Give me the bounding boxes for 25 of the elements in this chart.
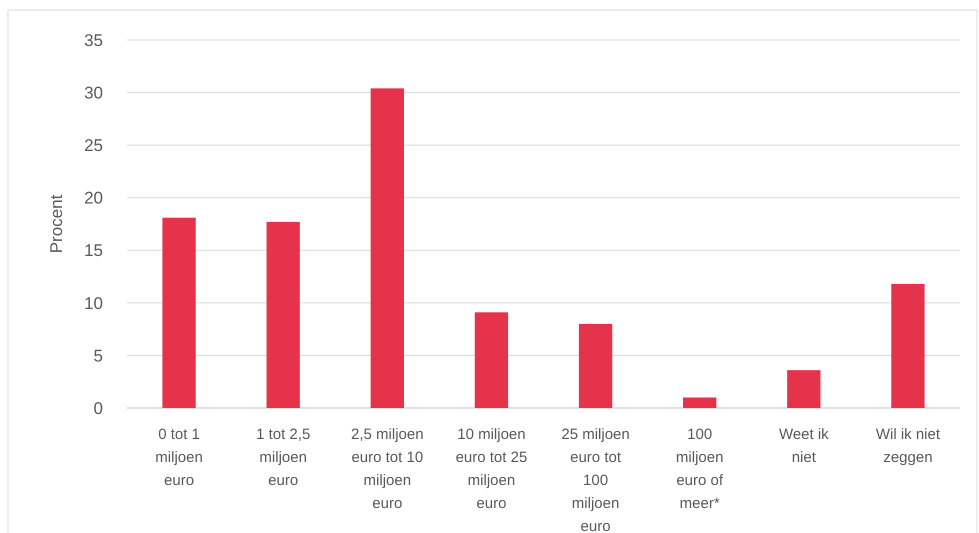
x-tick-label: Weet ik niet bbox=[778, 426, 830, 466]
bar bbox=[891, 284, 925, 408]
y-tick-label: 25 bbox=[84, 136, 103, 156]
y-tick-label: 30 bbox=[84, 84, 103, 103]
bar bbox=[266, 222, 300, 408]
x-tick-label: 25 miljoen euro tot 100 miljoen euro bbox=[561, 426, 630, 533]
bar bbox=[474, 312, 508, 408]
bar bbox=[370, 88, 404, 408]
bar bbox=[683, 397, 716, 408]
x-tick-label: Wil ik niet zeggen bbox=[876, 426, 941, 466]
x-tick-label: 1 tot 2,5 miljoen euro bbox=[256, 426, 310, 489]
y-tick-label: 0 bbox=[94, 398, 103, 418]
bar bbox=[162, 218, 196, 408]
x-tick-label: 0 tot 1 miljoen euro bbox=[155, 426, 203, 489]
y-tick-label: 20 bbox=[84, 188, 103, 208]
y-tick-label: 35 bbox=[84, 30, 103, 50]
x-tick-label: 10 miljoen euro tot 25 miljoen euro bbox=[456, 426, 528, 512]
y-tick-label: 10 bbox=[84, 294, 103, 313]
y-tick-label: 5 bbox=[94, 346, 103, 366]
y-tick-label: 15 bbox=[84, 241, 103, 260]
x-tick-label: 2,5 miljoen euro tot 10 miljoen euro bbox=[351, 426, 424, 512]
bar bbox=[787, 370, 820, 408]
x-tick-label: 100 miljoen euro of meer* bbox=[676, 426, 724, 512]
y-axis-title: Procent bbox=[47, 194, 66, 254]
bar bbox=[578, 324, 612, 408]
